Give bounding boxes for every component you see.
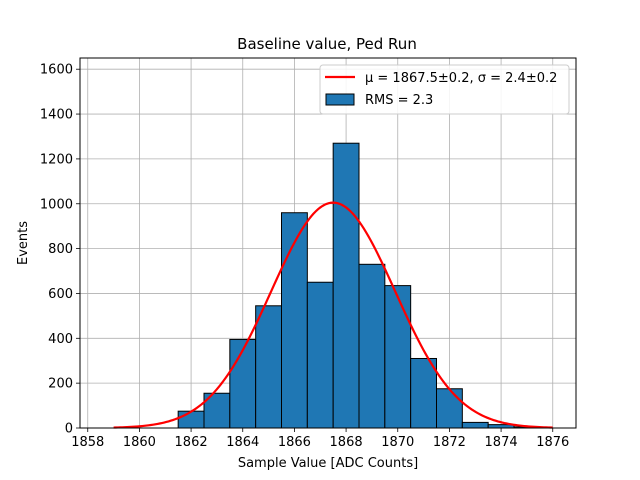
histogram-bar	[255, 305, 283, 429]
legend: μ = 1867.5±0.2, σ = 2.4±0.2 RMS = 2.3	[319, 64, 570, 115]
y-tick-label: 1400	[40, 108, 73, 123]
y-tick-label: 1200	[40, 152, 73, 167]
x-tick-label: 1876	[536, 435, 569, 450]
y-tick-label: 1600	[40, 63, 73, 78]
x-axis-ticks: 1858 1860 1862 1864 1866 1868 1870 1872 1874 1876	[71, 428, 569, 450]
x-tick-label: 1872	[433, 435, 466, 450]
histogram-bar	[177, 410, 205, 429]
histogram-bar	[384, 285, 412, 429]
y-tick-label: 800	[48, 242, 73, 257]
plot-frame	[79, 57, 577, 429]
chart-title: Baseline value, Ped Run	[237, 35, 417, 53]
x-tick-label: 1858	[71, 435, 104, 450]
y-tick-label: 0	[65, 422, 73, 437]
y-tick-label: 1000	[40, 197, 73, 212]
x-tick-label: 1874	[485, 435, 518, 450]
legend-box	[319, 64, 570, 115]
histogram-bar	[461, 421, 489, 429]
x-tick-label: 1870	[381, 435, 414, 450]
y-tick-label: 600	[48, 287, 73, 302]
legend-fit-label: μ = 1867.5±0.2, σ = 2.4±0.2	[365, 71, 557, 86]
histogram-bar	[358, 263, 386, 429]
histogram-bar	[332, 142, 360, 429]
x-tick-label: 1864	[226, 435, 259, 450]
histogram-bar	[281, 212, 308, 429]
y-tick-label: 200	[48, 377, 73, 392]
x-tick-label: 1866	[278, 435, 311, 450]
histogram-bar	[410, 357, 437, 429]
y-tick-label: 400	[48, 332, 73, 347]
y-axis-label: Events	[16, 221, 31, 265]
x-tick-label: 1862	[175, 435, 208, 450]
legend-histogram-swatch	[325, 93, 355, 106]
gaussian-fit-curve	[113, 201, 553, 429]
legend-histogram-label: RMS = 2.3	[365, 93, 433, 108]
x-axis-label: Sample Value [ADC Counts]	[238, 456, 418, 471]
x-tick-label: 1860	[123, 435, 156, 450]
x-tick-label: 1868	[330, 435, 363, 450]
y-axis-ticks: 0 200 400 600 800 1000 1200 1400 1600	[40, 63, 80, 437]
histogram-bar	[229, 338, 257, 429]
histogram-bar	[436, 388, 463, 429]
histogram-bars	[177, 142, 541, 429]
histogram-bar	[306, 281, 334, 429]
